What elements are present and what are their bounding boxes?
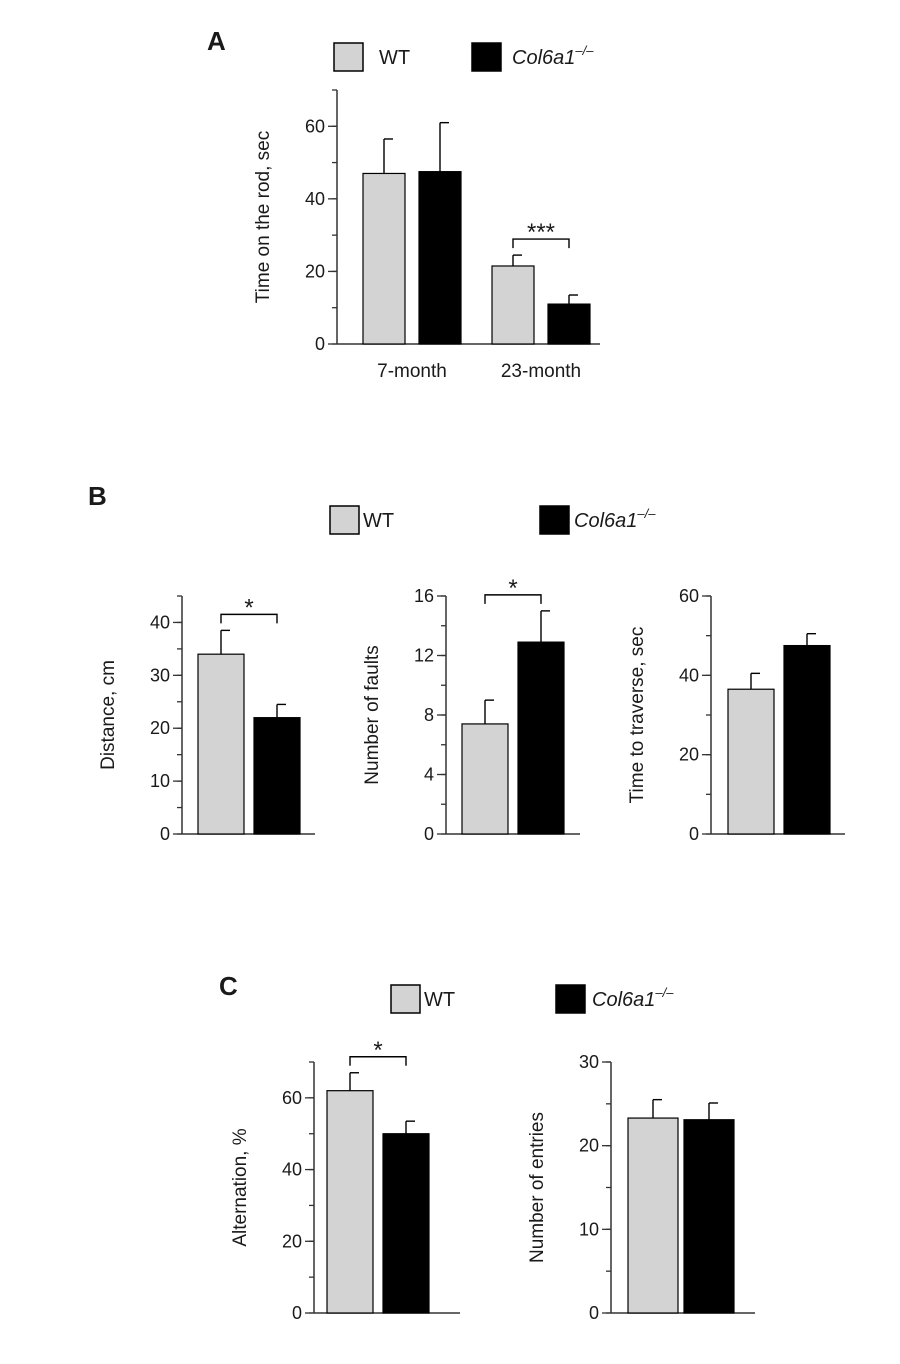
- legend-label-col6a1: Col6a1–/–: [592, 985, 674, 1011]
- bar-col6a1: [418, 171, 462, 345]
- y-axis-label: Number of faults: [362, 645, 383, 784]
- chart-panel-b-faults: 0 4 8 12 16 Number of faults *: [362, 575, 580, 844]
- y-axis-label: Time on the rod, sec: [253, 131, 274, 303]
- y-tick-label: 20: [282, 1231, 302, 1251]
- legend-swatch-col6a1: [555, 984, 586, 1014]
- y-tick-label: 20: [679, 745, 699, 765]
- y-tick-label: 40: [150, 612, 170, 632]
- x-category-label: 7-month: [377, 361, 447, 382]
- panel-letter: C: [219, 971, 238, 1001]
- y-tick-label: 30: [579, 1052, 599, 1072]
- y-axis-label: Time to traverse, sec: [627, 627, 648, 804]
- chart-panel-b-traverse: 0 20 40 60 Time to traverse, sec: [627, 586, 845, 844]
- legend-label-wt: WT: [363, 510, 394, 532]
- y-tick-label: 20: [305, 261, 325, 281]
- significance-bracket: [512, 238, 570, 249]
- bar-col6a1: [547, 303, 591, 345]
- significance-bracket: [484, 594, 542, 604]
- legend-label-text: Col6a1: [574, 510, 637, 532]
- panel-letter: A: [207, 26, 226, 56]
- bar-col6a1: [683, 1119, 735, 1314]
- legend-swatch-wt: [390, 984, 421, 1014]
- y-tick-label: 60: [679, 586, 699, 606]
- y-axis-label: Number of entries: [527, 1112, 548, 1263]
- significance-marker: *: [244, 594, 253, 621]
- legend-label-text: WT: [363, 510, 394, 532]
- legend-label-wt: WT: [379, 47, 410, 69]
- y-tick-label: 10: [579, 1219, 599, 1239]
- bar-wt: [461, 723, 509, 835]
- significance-marker: *: [508, 575, 517, 602]
- bar-col6a1: [783, 644, 831, 835]
- legend-swatch-col6a1: [539, 505, 570, 535]
- y-tick-label: 20: [150, 718, 170, 738]
- bar-wt: [491, 265, 535, 345]
- bar-wt: [627, 1117, 679, 1314]
- legend-label-text: WT: [379, 47, 410, 69]
- y-tick-label: 4: [424, 765, 434, 785]
- y-tick-label: 40: [282, 1160, 302, 1180]
- y-tick-label: 0: [315, 334, 325, 354]
- significance-marker: *: [373, 1037, 382, 1064]
- bar-wt: [326, 1090, 374, 1314]
- significance-bracket: [220, 613, 278, 624]
- y-tick-label: 12: [414, 646, 434, 666]
- y-tick-label: 0: [689, 824, 699, 844]
- y-tick-label: 10: [150, 771, 170, 791]
- chart-panel-c-entries: 0 10 20 30 Number of entries: [527, 1052, 755, 1323]
- chart-panel-a: A WT Col6a1–/– 0 20 40 60 Time on the rod, sec 7…: [207, 26, 600, 382]
- legend-swatch-wt: [329, 505, 360, 535]
- y-axis-label: Distance, cm: [98, 660, 119, 770]
- y-tick-label: 0: [424, 824, 434, 844]
- legend-label-superscript: –/–: [574, 43, 594, 58]
- y-tick-label: 8: [424, 705, 434, 725]
- y-tick-label: 60: [305, 116, 325, 136]
- y-tick-label: 20: [579, 1136, 599, 1156]
- legend-swatch-col6a1: [471, 42, 502, 72]
- legend-label-col6a1: Col6a1–/–: [574, 506, 656, 532]
- y-tick-label: 60: [282, 1088, 302, 1108]
- y-tick-label: 0: [589, 1303, 599, 1323]
- bar-col6a1: [517, 641, 565, 835]
- x-category-label: 23-month: [501, 361, 581, 382]
- y-tick-label: 40: [679, 665, 699, 685]
- y-tick-label: 0: [160, 824, 170, 844]
- bar-col6a1: [253, 717, 301, 835]
- y-tick-label: 16: [414, 586, 434, 606]
- y-tick-label: 40: [305, 189, 325, 209]
- legend-label-superscript: –/–: [636, 506, 656, 521]
- legend-label-wt: WT: [424, 989, 455, 1011]
- panel-letter: B: [88, 481, 107, 511]
- legend-label-text: Col6a1: [512, 47, 575, 69]
- y-tick-label: 30: [150, 665, 170, 685]
- legend-swatch-wt: [333, 42, 364, 72]
- legend-label-text: WT: [424, 989, 455, 1011]
- significance-bracket: [349, 1056, 407, 1066]
- bar-wt: [727, 688, 775, 835]
- bar-wt: [197, 653, 245, 835]
- chart-panel-c-alternation: C WT Col6a1–/– 0 20 40 60 Alternation, % *: [219, 971, 674, 1323]
- legend-label-col6a1: Col6a1–/–: [512, 43, 594, 69]
- y-tick-label: 0: [292, 1303, 302, 1323]
- bar-col6a1: [382, 1133, 430, 1314]
- legend-label-text: Col6a1: [592, 989, 655, 1011]
- y-axis-label: Alternation, %: [230, 1128, 251, 1246]
- bar-wt: [362, 172, 406, 345]
- significance-marker: ***: [527, 219, 555, 246]
- legend-label-superscript: –/–: [654, 985, 674, 1000]
